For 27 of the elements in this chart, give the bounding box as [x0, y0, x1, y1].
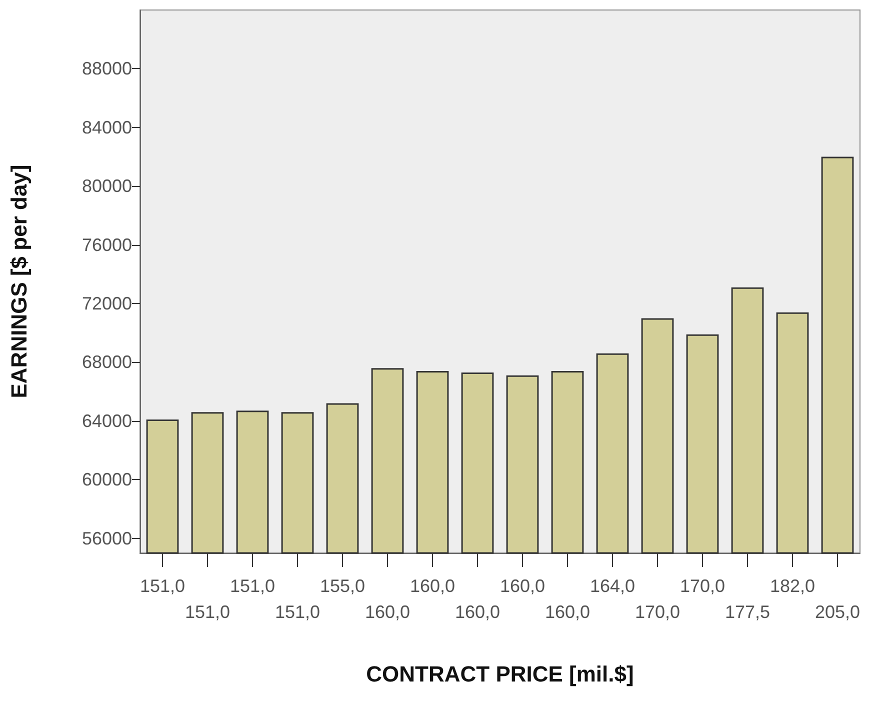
x-tick-label: 155,0 [320, 576, 366, 596]
y-tick-label: 88000 [82, 58, 132, 79]
x-tick-label: 205,0 [814, 602, 860, 622]
x-tick-label: 182,0 [770, 576, 816, 596]
x-tick-label: 160,0 [364, 602, 410, 622]
x-tick-label: 151,0 [274, 602, 320, 622]
y-tick-label: 68000 [82, 352, 132, 372]
x-tick-label: 177,5 [724, 602, 770, 622]
y-tick-label: 60000 [82, 470, 132, 490]
x-tick-label: 151,0 [140, 576, 186, 596]
x-tick-label: 170,0 [634, 602, 680, 622]
y-tick-label: 80000 [82, 176, 132, 196]
y-tick-label: 76000 [82, 234, 132, 255]
x-tick-label: 151,0 [184, 602, 230, 622]
y-tick-label: 56000 [82, 528, 132, 548]
y-tick-label: 84000 [82, 117, 132, 138]
y-tick-label: 64000 [82, 410, 132, 431]
y-tick-label: 72000 [82, 294, 132, 314]
x-tick-label: 160,0 [500, 576, 546, 596]
x-tick-label: 160,0 [410, 576, 456, 596]
y-axis-title: EARNINGS [$ per day] [6, 164, 32, 398]
x-tick-label: 160,0 [454, 602, 500, 622]
x-tick-label: 151,0 [230, 576, 276, 596]
x-tick-label: 164,0 [590, 576, 636, 596]
x-tick-label: 170,0 [680, 576, 726, 596]
x-tick-label: 160,0 [544, 602, 590, 622]
x-axis-title: CONTRACT PRICE [mil.$] [366, 662, 634, 686]
